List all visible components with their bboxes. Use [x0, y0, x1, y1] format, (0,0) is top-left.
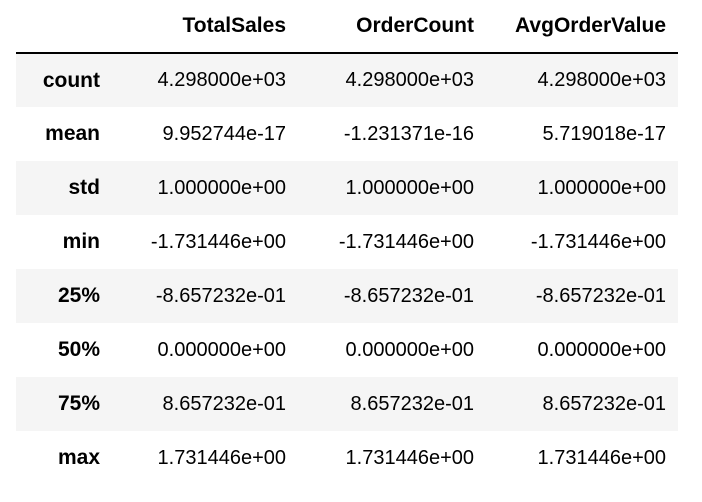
index-header-cell	[16, 0, 112, 54]
table-cell: 1.731446e+00	[345, 446, 474, 469]
table-cell: 0.000000e+00	[537, 338, 666, 361]
table-cell: 9.952744e-17	[162, 122, 286, 145]
table-cell: -8.657232e-01	[535, 284, 666, 307]
row-label: min	[62, 230, 100, 253]
row-label: max	[57, 446, 100, 469]
dataframe-output: TotalSales OrderCount AvgOrderValue coun…	[16, 0, 678, 485]
table-cell: 1.000000e+00	[537, 176, 666, 199]
table-row: 50% 0.000000e+00 0.000000e+00 0.000000e+…	[16, 323, 678, 377]
column-header-avgordervalue: AvgOrderValue	[486, 0, 678, 54]
table-cell: 4.298000e+03	[537, 69, 666, 91]
table-row: max 1.731446e+00 1.731446e+00 1.731446e+…	[16, 431, 678, 485]
table-cell: -8.657232e-01	[155, 284, 286, 307]
row-label: 75%	[57, 392, 100, 415]
table-cell: 8.657232e-01	[542, 392, 666, 415]
table-cell: 0.000000e+00	[345, 338, 474, 361]
table-row: mean 9.952744e-17 -1.231371e-16 5.719018…	[16, 107, 678, 161]
table-cell: -1.731446e+00	[150, 230, 286, 253]
table-cell: -1.231371e-16	[343, 122, 474, 145]
table-cell: 1.731446e+00	[157, 446, 286, 469]
row-label: count	[42, 68, 100, 92]
table-row: min -1.731446e+00 -1.731446e+00 -1.73144…	[16, 215, 678, 269]
table-row: std 1.000000e+00 1.000000e+00 1.000000e+…	[16, 161, 678, 215]
table-cell: 1.000000e+00	[345, 176, 474, 199]
row-label: 25%	[57, 284, 100, 307]
table-cell: 0.000000e+00	[157, 338, 286, 361]
table-row: 75% 8.657232e-01 8.657232e-01 8.657232e-…	[16, 377, 678, 431]
table-cell: 8.657232e-01	[162, 392, 286, 415]
table-cell: 8.657232e-01	[350, 392, 474, 415]
row-label: std	[68, 176, 101, 199]
table-cell: 4.298000e+03	[157, 69, 286, 91]
table-cell: -1.731446e+00	[530, 230, 666, 253]
describe-table: TotalSales OrderCount AvgOrderValue coun…	[16, 0, 678, 485]
column-header-totalsales: TotalSales	[112, 0, 298, 54]
table-cell: -8.657232e-01	[343, 284, 474, 307]
table-row: count 4.298000e+03 4.298000e+03 4.298000…	[16, 53, 678, 107]
table-cell: -1.731446e+00	[338, 230, 474, 253]
row-label: 50%	[57, 338, 100, 361]
table-cell: 4.298000e+03	[345, 69, 474, 91]
header-row: TotalSales OrderCount AvgOrderValue	[16, 0, 678, 54]
table-cell: 5.719018e-17	[542, 122, 666, 145]
row-label: mean	[45, 122, 100, 145]
column-header-ordercount: OrderCount	[298, 0, 486, 54]
table-cell: 1.000000e+00	[157, 176, 286, 199]
table-cell: 1.731446e+00	[537, 446, 666, 469]
table-row: 25% -8.657232e-01 -8.657232e-01 -8.65723…	[16, 269, 678, 323]
